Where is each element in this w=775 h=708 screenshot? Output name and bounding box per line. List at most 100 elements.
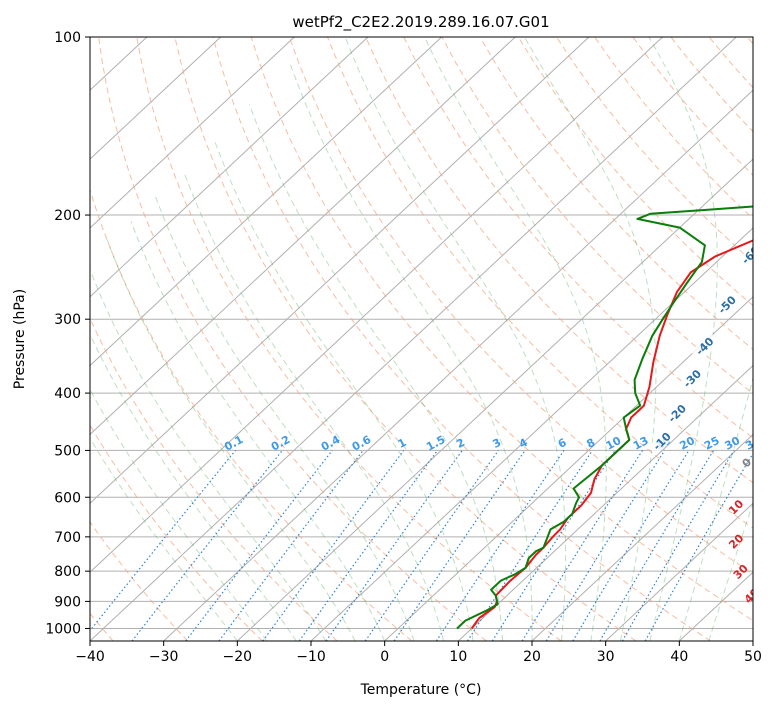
dry-adiabat-263	[90, 317, 338, 641]
x-tick-label: 0	[380, 649, 389, 665]
mixing-ratio-label: 10	[604, 434, 624, 453]
mixing-ratio-label: 13	[631, 434, 651, 453]
y-tick-label: 600	[54, 490, 81, 506]
moist-adiabat-24	[344, 37, 567, 641]
dry-label-bg	[736, 240, 753, 270]
mixing-ratio-line	[298, 450, 438, 641]
dry-adiabat-253	[90, 424, 263, 641]
moist-adiabat-28	[424, 37, 607, 641]
mixing-ratio-line	[325, 450, 463, 641]
isotherm-20	[531, 433, 753, 641]
temperature-line	[470, 239, 753, 630]
isotherm-grid	[90, 37, 753, 641]
moist-adiabat-36	[648, 37, 718, 641]
isotherm--110	[90, 37, 221, 160]
dry-adiabat-283	[98, 37, 487, 641]
isotherm--60	[90, 37, 590, 504]
moist-adiabat-12	[214, 141, 474, 641]
isotherm--100	[90, 37, 295, 229]
mixing-ratio-label: 30	[723, 434, 743, 453]
moist-adiabat--12	[90, 333, 297, 641]
plot-area: 0.10.20.40.611.52346810131620253036-100-…	[90, 37, 763, 641]
y-tick-label: 400	[54, 386, 81, 402]
x-tick-label: −10	[296, 649, 326, 665]
isotherm--90	[90, 37, 369, 298]
axes: −40 −30 −20 −10 0 10 20 30 40 50 100 200 300 400 500 60…	[45, 30, 762, 665]
moist-adiabat-8	[183, 173, 445, 641]
dry-adiabat-343	[327, 37, 753, 529]
moist-adiabat-20	[288, 61, 533, 641]
x-tick-label: 50	[744, 649, 762, 665]
y-tick-label: 1000	[45, 621, 81, 637]
isotherm--70	[90, 37, 516, 436]
moist-adiabat-16	[248, 104, 503, 641]
profile-series	[456, 205, 753, 630]
moist-adiabat-4	[154, 194, 415, 641]
mixing-ratio-line	[262, 450, 405, 641]
isotherm--50	[90, 37, 663, 573]
moist-adiabats	[90, 37, 753, 641]
dry-adiabat-333	[288, 37, 753, 575]
mixing-ratio-line	[572, 450, 690, 641]
x-tick-label: −20	[223, 649, 253, 665]
x-tick-label: 20	[523, 649, 541, 665]
moist-adiabat-0	[130, 221, 386, 641]
moist-adiabat-44	[708, 501, 753, 641]
dewpoint-line	[456, 205, 753, 630]
moist-adiabat--20	[90, 437, 238, 641]
dry-label-bg	[647, 427, 676, 456]
mixing-ratio-line	[466, 450, 593, 641]
isotherm--40	[90, 37, 737, 641]
plot-frame	[89, 36, 754, 642]
mixing-ratio-line	[218, 450, 364, 641]
x-tick-label: −40	[75, 649, 105, 665]
y-tick-label: 900	[54, 594, 81, 610]
x-tick-label: 40	[670, 649, 688, 665]
mixing-ratio-line	[491, 450, 616, 641]
x-tick-label: 10	[449, 649, 467, 665]
moist-adiabat--8	[90, 268, 327, 641]
mixing-ratio-line	[364, 450, 499, 641]
isotherm-10	[457, 364, 753, 641]
moist-adiabat--4	[106, 239, 356, 641]
dry-label-bg	[712, 290, 742, 319]
isotherm--80	[90, 37, 442, 367]
mixing-ratio-label: 25	[702, 434, 722, 453]
isobar-grid	[90, 37, 753, 629]
mixing-ratio-label: 36	[743, 434, 763, 453]
dry-adiabat-273	[90, 188, 413, 641]
isotherm--20	[236, 158, 753, 641]
y-axis-label: Pressure (hPa)	[12, 289, 28, 389]
y-tick-label: 300	[54, 312, 81, 328]
dry-label-bg	[662, 399, 692, 428]
mixing-ratio-lines	[90, 450, 753, 641]
x-axis-label: Temperature (°C)	[360, 682, 482, 698]
isotherm-30	[605, 502, 753, 641]
x-tick-label: 30	[597, 649, 615, 665]
y-tick-label: 200	[54, 208, 81, 224]
mixing-ratio-line	[393, 450, 526, 641]
mixing-ratio-line	[185, 450, 333, 641]
dry-label-bg	[677, 364, 707, 393]
moist-adiabat-label: 40	[742, 586, 762, 606]
mixing-ratio-line	[644, 452, 753, 641]
moist-adiabat-32	[524, 37, 657, 641]
dry-adiabat-313	[212, 37, 711, 641]
y-tick-label: 700	[54, 530, 81, 546]
mixing-ratio-line	[435, 450, 565, 641]
dry-label-bg	[690, 331, 719, 361]
x-tick-label: −30	[149, 649, 179, 665]
moist-adiabat--16	[90, 388, 268, 641]
dry-adiabat-303	[174, 37, 637, 641]
chart-title: wetPf2_C2E2.2019.289.16.07.G01	[292, 13, 549, 32]
isotherm--30	[163, 89, 753, 641]
mixing-ratio-line	[545, 450, 666, 641]
moist-adiabat-40	[678, 376, 753, 641]
dry-adiabat-323	[250, 37, 753, 622]
y-tick-label: 800	[54, 564, 81, 580]
mixing-ratio-line	[90, 450, 236, 632]
dry-adiabats	[90, 37, 753, 641]
mixing-ratio-label: 20	[677, 434, 697, 453]
y-tick-label: 500	[54, 443, 81, 459]
